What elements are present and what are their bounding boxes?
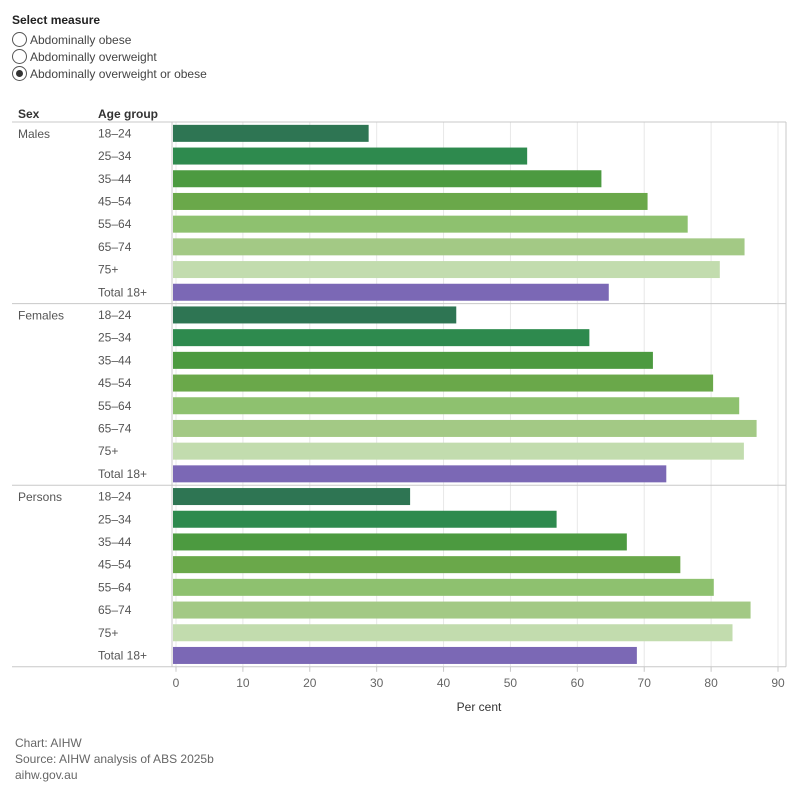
x-tick-label: 90 — [771, 676, 785, 690]
age-group-label: 65–74 — [98, 603, 132, 617]
x-tick-label: 40 — [437, 676, 451, 690]
x-tick-label: 20 — [303, 676, 317, 690]
bar-females-5 — [173, 419, 757, 437]
age-group-label: Total 18+ — [98, 285, 147, 299]
bar-females-2 — [173, 351, 653, 369]
radio-circle-icon[interactable] — [12, 49, 27, 64]
bar-males-4 — [173, 215, 688, 233]
bar-persons-2 — [173, 533, 627, 551]
column-header-sex: Sex — [18, 107, 40, 121]
bar-persons-7 — [173, 646, 637, 664]
x-tick-label: 80 — [704, 676, 718, 690]
age-group-label: 18–24 — [98, 490, 132, 504]
age-group-label: 75+ — [98, 263, 118, 277]
bar-persons-6 — [173, 624, 733, 642]
bar-males-2 — [173, 170, 602, 188]
bar-males-1 — [173, 147, 528, 165]
age-group-label: 35–44 — [98, 535, 132, 549]
age-group-label: 65–74 — [98, 240, 132, 254]
bar-females-6 — [173, 442, 744, 460]
bar-persons-1 — [173, 510, 557, 528]
age-group-label: 35–44 — [98, 353, 132, 367]
age-group-label: 18–24 — [98, 126, 132, 140]
age-group-label: 65–74 — [98, 421, 132, 435]
group-label-males: Males — [18, 127, 50, 141]
bar-females-3 — [173, 374, 714, 392]
bar-females-7 — [173, 465, 667, 483]
bar-females-1 — [173, 329, 590, 347]
age-group-label: 25–34 — [98, 149, 132, 163]
age-group-label: 45–54 — [98, 194, 132, 208]
bar-females-4 — [173, 397, 740, 415]
age-group-label: 75+ — [98, 626, 118, 640]
x-axis-title: Per cent — [457, 700, 502, 714]
radio-abdominally-obese[interactable]: Abdominally obese — [12, 31, 131, 48]
age-group-label: 45–54 — [98, 558, 132, 572]
column-header-age: Age group — [98, 107, 158, 121]
radio-abdominally-overweight[interactable]: Abdominally overweight — [12, 48, 157, 65]
select-measure-title: Select measure — [12, 13, 101, 27]
bar-males-7 — [173, 283, 609, 301]
bar-persons-4 — [173, 578, 714, 596]
bar-persons-5 — [173, 601, 751, 619]
group-label-persons: Persons — [18, 490, 62, 504]
source-note: Source: AIHW analysis of ABS 2025b — [15, 752, 214, 766]
bar-persons-3 — [173, 556, 681, 574]
age-group-label: Total 18+ — [98, 648, 147, 662]
x-tick-label: 60 — [571, 676, 585, 690]
website-link[interactable]: aihw.gov.au — [15, 768, 78, 782]
age-group-label: 18–24 — [98, 308, 132, 322]
bar-males-6 — [173, 261, 720, 279]
radio-circle-icon[interactable] — [12, 32, 27, 47]
age-group-label: 55–64 — [98, 580, 132, 594]
radio-label: Abdominally overweight — [30, 49, 157, 64]
age-group-label: 75+ — [98, 444, 118, 458]
chart-credit: Chart: AIHW — [15, 736, 82, 750]
bar-males-5 — [173, 238, 745, 256]
age-group-label: Total 18+ — [98, 467, 147, 481]
radio-selected-icon[interactable] — [12, 66, 27, 81]
bar-persons-0 — [173, 488, 411, 506]
group-label-females: Females — [18, 309, 64, 323]
x-tick-label: 50 — [504, 676, 518, 690]
radio-label: Abdominally overweight or obese — [30, 66, 207, 81]
age-group-label: 45–54 — [98, 376, 132, 390]
age-group-label: 25–34 — [98, 512, 132, 526]
x-tick-label: 70 — [638, 676, 652, 690]
radio-label: Abdominally obese — [30, 32, 132, 47]
bar-males-3 — [173, 192, 648, 210]
x-tick-label: 0 — [173, 676, 180, 690]
age-group-label: 25–34 — [98, 331, 132, 345]
bar-males-0 — [173, 124, 369, 142]
x-tick-label: 30 — [370, 676, 384, 690]
age-group-label: 35–44 — [98, 172, 132, 186]
radio-abdominally-overweight-or-obese[interactable]: Abdominally overweight or obese — [12, 65, 207, 82]
x-tick-label: 10 — [236, 676, 250, 690]
bar-females-0 — [173, 306, 457, 324]
age-group-label: 55–64 — [98, 217, 132, 231]
age-group-label: 55–64 — [98, 399, 132, 413]
